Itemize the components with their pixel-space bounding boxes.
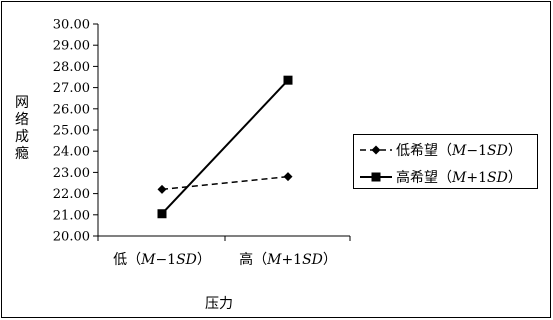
x-tick-label: 高（M+1SD） — [239, 251, 337, 268]
legend-label: 低希望（M−1SD） — [396, 143, 522, 159]
legend-item-2: 高希望（M+1SD） — [360, 169, 522, 186]
x-tick-label: 低（M−1SD） — [113, 252, 211, 268]
y-tick-label: 23.00 — [53, 166, 90, 181]
y-tick-label: 21.00 — [53, 208, 90, 223]
y-axis: 20.00 21.00 22.00 23.00 24.00 25.00 26.00 27.00… — [53, 18, 99, 245]
legend-marker — [371, 145, 381, 155]
x-axis-title: 压力 — [205, 296, 233, 312]
legend-marker — [371, 172, 381, 182]
y-axis-title-char: 网 — [15, 95, 29, 111]
y-tick-label: 22.00 — [53, 187, 90, 202]
y-axis-title-char: 成 — [15, 129, 29, 145]
legend: 低希望（M−1SD） 高希望（M+1SD） — [353, 134, 538, 189]
series-line — [161, 175, 289, 191]
data-point — [283, 75, 293, 85]
series-2 — [157, 75, 293, 219]
series-1 — [157, 172, 293, 194]
plot-series — [157, 75, 293, 219]
data-point — [283, 172, 293, 182]
y-tick-label: 25.00 — [53, 124, 90, 139]
y-axis-title-char: 瘾 — [15, 145, 29, 162]
y-tick-label: 30.00 — [53, 18, 90, 33]
data-point — [157, 209, 167, 219]
legend-label: 高希望（M+1SD） — [396, 169, 522, 186]
y-tick-label: 28.00 — [53, 60, 90, 75]
data-point — [157, 184, 167, 194]
y-tick-label: 29.00 — [53, 39, 90, 54]
y-axis-title-char: 络 — [15, 112, 29, 128]
legend-box — [353, 134, 538, 189]
x-axis: 低（M−1SD） 高（M+1SD） — [97, 235, 351, 268]
series-line — [161, 79, 289, 215]
legend-item-1: 低希望（M−1SD） — [360, 143, 522, 159]
y-tick-label: 27.00 — [53, 81, 90, 96]
y-tick-label: 20.00 — [53, 230, 90, 245]
y-tick-label: 24.00 — [53, 145, 90, 160]
y-tick-label: 26.00 — [53, 102, 90, 117]
